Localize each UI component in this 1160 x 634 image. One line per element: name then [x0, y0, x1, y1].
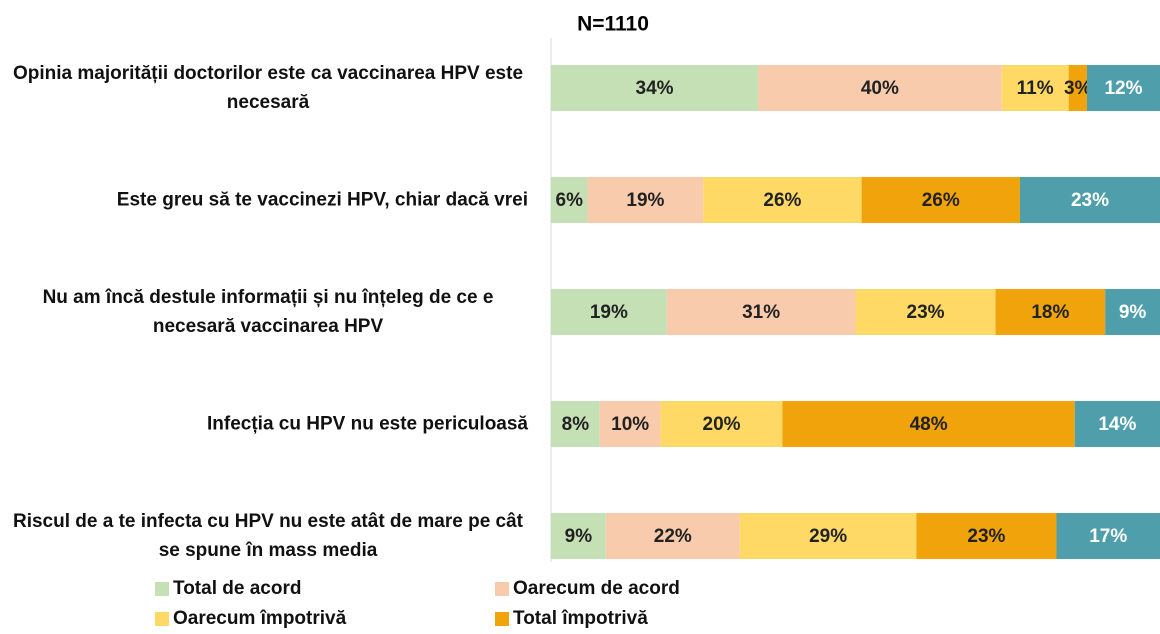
bar-segment [551, 65, 759, 111]
data-label: 14% [1098, 414, 1136, 435]
legend-swatch [495, 612, 509, 626]
bar-segment [1068, 65, 1087, 111]
legend: Total de acord Oarecum de acord Oarecum îm… [155, 574, 1160, 634]
category-label: Nu am încă destule informații și nu înțe… [42, 287, 494, 337]
bar-segment [1019, 177, 1160, 223]
data-label: 12% [1104, 78, 1142, 99]
legend-item: Total de acord [155, 574, 495, 604]
bar-segment [666, 289, 856, 335]
category-label: Infecția cu HPV nu este periculoasă [207, 413, 528, 435]
bar-segment [587, 177, 704, 223]
legend-swatch [155, 612, 169, 626]
bar-segment [758, 65, 1002, 111]
legend-item: Oarecum de acord [495, 574, 835, 604]
bar-segment [861, 177, 1020, 223]
category-label: Riscul de a te infecta cu HPV nu este at… [12, 511, 523, 561]
data-label: 34% [636, 78, 674, 99]
data-label: 11% [1017, 78, 1054, 99]
bar-segment [605, 513, 740, 559]
bar-segment [551, 289, 667, 335]
legend-item: Total împotrivă [495, 604, 835, 634]
legend-label: Total de acord [173, 578, 302, 599]
data-label: 20% [703, 414, 741, 435]
category-label: Opinia majorității doctorilor este ca va… [12, 63, 524, 113]
data-label: 31% [742, 302, 780, 323]
bar-segment [1056, 513, 1160, 559]
data-label: 26% [922, 190, 960, 211]
data-label: 23% [967, 526, 1005, 547]
data-label: 18% [1031, 302, 1069, 323]
bar-segment [855, 289, 996, 335]
data-label: 40% [861, 78, 899, 99]
bar-segment [703, 177, 862, 223]
bar-segment [551, 401, 600, 447]
data-label: 19% [590, 302, 628, 323]
bar-segment [1086, 65, 1160, 111]
data-label: 29% [809, 526, 847, 547]
legend-item: Oarecum împotrivă [155, 604, 495, 634]
data-label: 10% [611, 414, 649, 435]
data-label: 23% [907, 302, 945, 323]
bar-segment [1074, 401, 1160, 447]
bar-segment [1105, 289, 1160, 335]
data-label: 6% [556, 190, 584, 211]
data-label: 17% [1089, 526, 1127, 547]
data-label: 26% [763, 190, 801, 211]
bar-segment [995, 289, 1106, 335]
category-label: Este greu să te vaccinezi HPV, chiar dac… [116, 189, 528, 211]
bar-segment [782, 401, 1075, 447]
legend-label: Oarecum de acord [513, 578, 680, 599]
bar-segment [1001, 65, 1069, 111]
bar-segment [599, 401, 661, 447]
data-label: 48% [910, 414, 948, 435]
legend-label: Total împotrivă [513, 608, 648, 629]
data-label: 9% [565, 526, 593, 547]
data-label: 19% [626, 190, 664, 211]
data-label: 22% [654, 526, 692, 547]
chart-title: N=1110 [577, 13, 649, 36]
bar-segment [660, 401, 783, 447]
data-label: 8% [562, 414, 590, 435]
bar-segment [551, 513, 606, 559]
bar-segment [551, 177, 588, 223]
legend-label: Oarecum împotrivă [173, 608, 347, 629]
legend-swatch [495, 582, 509, 596]
data-label: 3% [1064, 78, 1092, 99]
data-label: 23% [1071, 190, 1109, 211]
bar-segment [916, 513, 1057, 559]
bar-segment [739, 513, 917, 559]
data-label: 9% [1119, 302, 1147, 323]
legend-swatch [155, 582, 169, 596]
